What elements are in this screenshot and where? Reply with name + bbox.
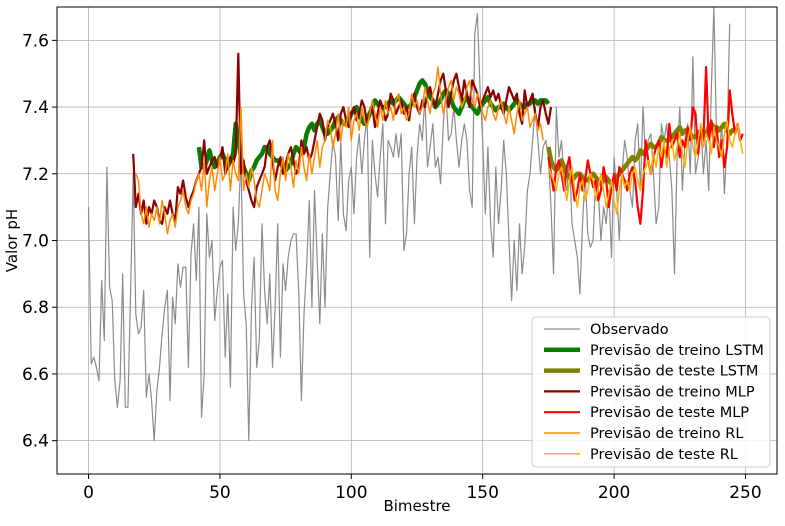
legend-label: Observado [590, 322, 669, 338]
grid [57, 7, 777, 474]
legend-label: Previsão de treino LSTM [590, 343, 764, 359]
y-tick-label: 7.0 [22, 232, 49, 252]
legend-label: Previsão de teste RL [590, 447, 738, 463]
legend-label: Previsão de teste LSTM [590, 364, 758, 380]
axis-ticks: 0 50 100 150 200 250 6.4 6.6 6.8 7.0 7.2 7.4 7.6 [22, 31, 762, 503]
series-line-5 [135, 66, 544, 235]
y-tick-label: 7.6 [22, 31, 49, 51]
x-tick-label: 150 [466, 483, 498, 503]
x-tick-label: 200 [598, 483, 630, 503]
y-tick-label: 7.2 [22, 165, 49, 185]
legend-box [531, 316, 771, 468]
legend-label: Previsão de treino RL [590, 426, 743, 442]
y-axis-label: Valor pH [3, 209, 21, 272]
y-tick-label: 6.4 [22, 432, 49, 452]
x-tick-label: 0 [83, 483, 94, 503]
x-tick-label: 50 [209, 483, 231, 503]
y-tick-label: 6.6 [22, 365, 49, 385]
x-tick-label: 250 [729, 483, 761, 503]
series-line-0 [87, 6, 731, 442]
x-tick-label: 100 [335, 483, 367, 503]
y-tick-label: 6.8 [22, 298, 49, 318]
legend: Observado Previsão de treino LSTM Previsão… [531, 316, 771, 468]
series-line-4 [547, 65, 744, 225]
x-axis-label: Bimestre [383, 497, 450, 515]
series-lines [87, 6, 744, 442]
legend-label: Previsão de treino MLP [590, 384, 755, 400]
legend-label: Previsão de teste MLP [590, 405, 749, 421]
series-line-6 [547, 119, 744, 215]
series-line-1 [196, 78, 551, 183]
series-line-3 [132, 52, 553, 225]
y-tick-label: 7.4 [22, 98, 49, 118]
